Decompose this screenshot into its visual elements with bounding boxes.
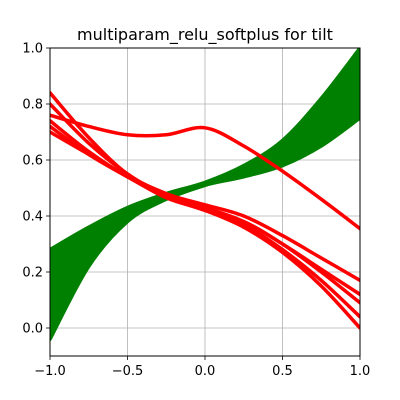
- x-tick-label: 0.5: [272, 364, 293, 379]
- red-curve: [50, 130, 360, 305]
- data-layer: [50, 48, 360, 341]
- tick-layer: −1.0 −0.5 0.0 0.5 1.0 0.0 0.2 0.4 0.6 0.8 1.0: [22, 42, 370, 380]
- x-tick-label: 1.0: [350, 364, 371, 379]
- x-tick-label: 0.0: [195, 364, 216, 379]
- green-curve: [50, 116, 360, 341]
- x-tick-label: −0.5: [112, 364, 144, 379]
- chart-title: multiparam_relu_softplus for tilt: [77, 25, 333, 45]
- y-tick-label: 1.0: [22, 42, 43, 57]
- y-tick-label: 0.8: [22, 98, 43, 113]
- y-tick-label: 0.6: [22, 154, 43, 169]
- grid-layer: [49, 47, 361, 356]
- y-tick-label: 0.2: [22, 266, 43, 281]
- y-tick-label: 0.0: [22, 322, 43, 337]
- red-curve: [50, 91, 360, 283]
- y-tick-label: 0.4: [22, 210, 43, 225]
- red-curve: [50, 113, 360, 231]
- x-tick-label: −1.0: [34, 364, 66, 379]
